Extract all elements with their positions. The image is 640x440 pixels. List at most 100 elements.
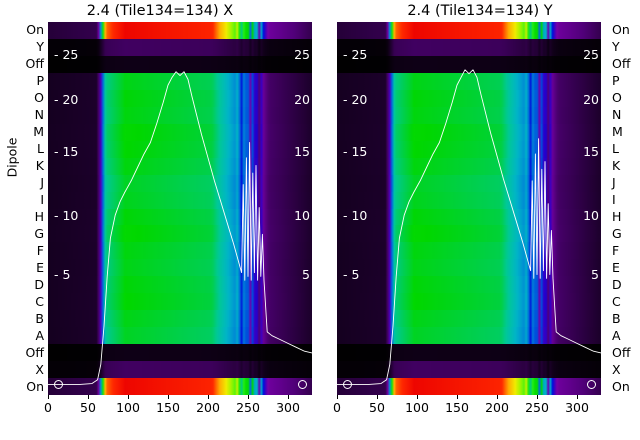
heatmap-row — [337, 259, 601, 278]
profile-trace — [48, 22, 312, 395]
category-tick-left: K — [35, 158, 44, 174]
heatmap-row — [337, 276, 601, 295]
heatmap-row — [48, 361, 312, 379]
category-tick-left: Y — [36, 39, 44, 55]
trace-marker — [53, 380, 63, 390]
inner-y-tick-left: - 25 — [343, 47, 368, 63]
inner-y-tick-right: 10 — [583, 207, 599, 223]
x-tick-mark — [168, 395, 169, 399]
inner-y-tick-right: 5 — [302, 267, 310, 283]
heatmap-axes-x[interactable]: - 25 - 20 - 15 - 10 - 5 25 20 15 10 5 — [48, 22, 312, 395]
x-tick-mark — [88, 395, 89, 399]
x-tick-mark — [497, 395, 498, 399]
heatmap-row — [48, 276, 312, 295]
heatmap-row — [337, 225, 601, 244]
x-tick-label: 0 — [333, 400, 341, 415]
inner-y-tick-right: 5 — [591, 267, 599, 283]
heatmap-row — [337, 310, 601, 329]
panel-title-x: 2.4 (Tile134=134) X — [86, 3, 234, 19]
x-tick-label: 50 — [369, 400, 385, 415]
x-tick-label: 0 — [44, 400, 52, 415]
x-tick-mark — [337, 395, 338, 399]
category-tick-right: K — [612, 158, 621, 174]
x-tick-label: 200 — [196, 400, 220, 415]
heatmap-row — [48, 106, 312, 125]
category-tick-right: L — [612, 141, 619, 157]
inner-y-tick-left: - 20 — [343, 91, 368, 107]
category-tick-right: D — [612, 276, 622, 292]
heatmap-row — [48, 72, 312, 91]
category-tick-right: G — [612, 225, 622, 241]
category-tick-left: P — [36, 73, 44, 89]
category-tick-left: N — [34, 107, 44, 123]
heatmap-row — [337, 22, 601, 40]
category-tick-right: J — [612, 175, 616, 191]
category-tick-left: Off — [25, 344, 44, 360]
category-tick-right: C — [612, 293, 621, 309]
inner-y-tick-left: - 5 — [343, 267, 360, 283]
category-tick-left: C — [35, 293, 44, 309]
heatmap-row — [337, 361, 601, 379]
category-tick-right: O — [612, 90, 622, 106]
x-tick-mark — [288, 395, 289, 399]
x-tick-mark — [128, 395, 129, 399]
heatmap-row — [48, 22, 312, 40]
inner-y-tick-left: - 10 — [343, 207, 368, 223]
panel-y: 2.4 (Tile134=134) Y - 25 - 20 - 15 - 10 - 5 2… — [320, 0, 640, 440]
inner-y-tick-right: 25 — [583, 47, 599, 63]
category-tick-right: N — [612, 107, 622, 123]
category-tick-left: On — [26, 22, 44, 38]
trace-marker — [298, 380, 308, 390]
x-tick-label: 100 — [116, 400, 140, 415]
heatmap-row — [48, 259, 312, 278]
category-labels-left: On Y Off P O N M L K J I H G F E D C B A Off X On — [10, 22, 44, 395]
inner-y-tick-right: 20 — [583, 91, 599, 107]
heatmap-row — [48, 123, 312, 142]
category-tick-left: Off — [25, 56, 44, 72]
category-tick-left: I — [40, 192, 44, 208]
x-tick-mark — [48, 395, 49, 399]
category-tick-right: F — [612, 242, 620, 258]
category-tick-right: B — [612, 310, 621, 326]
category-tick-right: P — [612, 73, 620, 89]
heatmap-row — [337, 327, 601, 346]
heatmap-row — [48, 293, 312, 312]
category-tick-left: L — [37, 141, 44, 157]
heatmap-row — [337, 293, 601, 312]
x-tick-label: 150 — [156, 400, 180, 415]
heatmap-row — [337, 89, 601, 108]
category-tick-right: Off — [612, 56, 631, 72]
x-tick-label: 250 — [525, 400, 549, 415]
heatmap-axes-y[interactable]: - 25 - 20 - 15 - 10 - 5 25 20 15 10 5 — [337, 22, 601, 395]
heatmap-row — [337, 344, 601, 362]
heatmap-row — [337, 106, 601, 125]
x-tick-label: 300 — [276, 400, 300, 415]
heatmap-row — [48, 55, 312, 74]
inner-y-tick-right: 25 — [294, 47, 310, 63]
heatmap-row — [337, 55, 601, 74]
x-tick-mark — [208, 395, 209, 399]
category-tick-left: H — [34, 208, 44, 224]
heatmap-row — [48, 344, 312, 362]
category-tick-right: Y — [612, 39, 620, 55]
category-tick-left: F — [36, 242, 44, 258]
x-axis-y: 0 50 100 150 200 250 300 — [333, 395, 601, 429]
heatmap-row — [48, 327, 312, 346]
category-tick-left: X — [35, 361, 44, 377]
category-labels-right: On Y Off P O N M L K J I H G F E D C B A Off X On — [610, 22, 640, 395]
x-tick-label: 300 — [565, 400, 589, 415]
x-tick-mark — [537, 395, 538, 399]
category-tick-left: O — [34, 90, 44, 106]
x-tick-label: 200 — [485, 400, 509, 415]
heatmap-row — [48, 89, 312, 108]
panel-title-y: 2.4 (Tile134=134) Y — [407, 3, 553, 19]
inner-y-tick-right: 15 — [583, 144, 599, 160]
category-tick-left: B — [35, 310, 44, 326]
heatmap-row — [48, 38, 312, 57]
x-tick-mark — [417, 395, 418, 399]
trace-marker — [342, 380, 352, 390]
inner-y-tick-right: 10 — [294, 207, 310, 223]
inner-y-tick-left: - 5 — [54, 267, 71, 283]
category-tick-right: E — [612, 259, 620, 275]
